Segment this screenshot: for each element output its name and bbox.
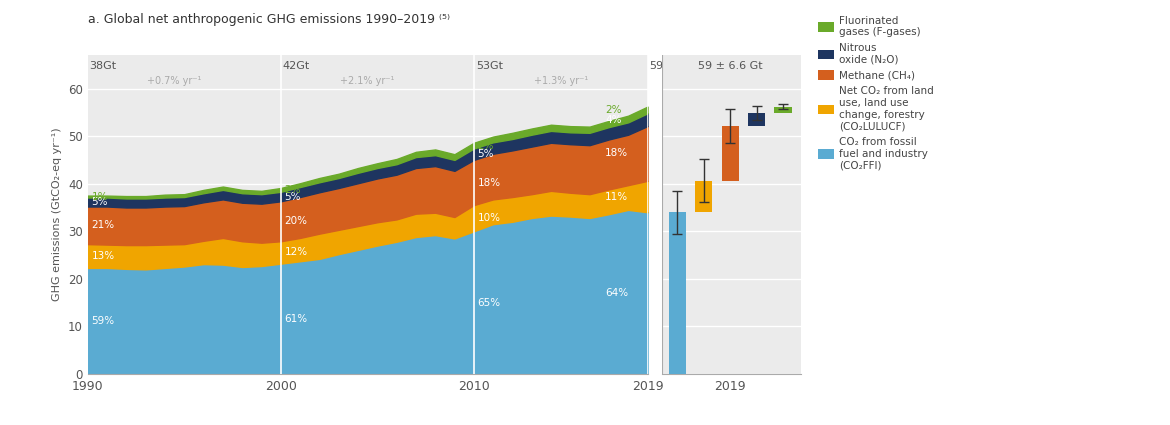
Text: 65%: 65%	[477, 298, 501, 308]
Text: 2%: 2%	[477, 141, 494, 150]
Text: 11%: 11%	[605, 192, 628, 201]
Text: 5%: 5%	[477, 149, 494, 159]
Text: 18%: 18%	[605, 148, 628, 159]
Text: 4%: 4%	[605, 115, 621, 125]
Text: +2.1% yr⁻¹: +2.1% yr⁻¹	[340, 76, 394, 86]
Text: 5%: 5%	[91, 197, 108, 207]
Text: 10%: 10%	[477, 213, 501, 223]
Y-axis label: GHG emissions (GtCO₂-eq yr⁻¹): GHG emissions (GtCO₂-eq yr⁻¹)	[53, 128, 62, 301]
Text: 1%: 1%	[91, 192, 108, 201]
Legend: Fluorinated
gases (F-gases), Nitrous
oxide (N₂O), Methane (CH₄), Net CO₂ from la: Fluorinated gases (F-gases), Nitrous oxi…	[818, 16, 934, 170]
Text: +0.7% yr⁻¹: +0.7% yr⁻¹	[147, 76, 201, 86]
Text: 20%: 20%	[284, 216, 308, 226]
Text: 2%: 2%	[284, 185, 301, 195]
Text: a. Global net anthropogenic GHG emissions 1990–2019 ⁽⁵⁾: a. Global net anthropogenic GHG emission…	[88, 13, 449, 26]
Text: 13%: 13%	[91, 251, 115, 261]
Text: 2%: 2%	[605, 105, 621, 115]
Text: 59Gt: 59Gt	[649, 61, 676, 71]
Text: 59%: 59%	[91, 316, 115, 326]
Text: 18%: 18%	[477, 178, 501, 187]
Text: 64%: 64%	[605, 288, 628, 298]
Text: 38Gt: 38Gt	[90, 61, 117, 71]
Text: +1.3% yr⁻¹: +1.3% yr⁻¹	[534, 76, 587, 86]
Text: 53Gt: 53Gt	[476, 61, 503, 71]
Text: 61%: 61%	[284, 314, 308, 324]
Bar	[722, 126, 738, 181]
Bar	[775, 107, 792, 113]
Text: 59 ± 6.6 Gt: 59 ± 6.6 Gt	[697, 61, 763, 71]
Bar	[748, 113, 765, 126]
Bar	[695, 181, 713, 212]
Text: 12%: 12%	[284, 247, 308, 258]
Text: 21%: 21%	[91, 220, 115, 230]
Text: 5%: 5%	[284, 192, 301, 201]
Text: 42Gt: 42Gt	[283, 61, 310, 71]
Bar	[669, 212, 686, 374]
